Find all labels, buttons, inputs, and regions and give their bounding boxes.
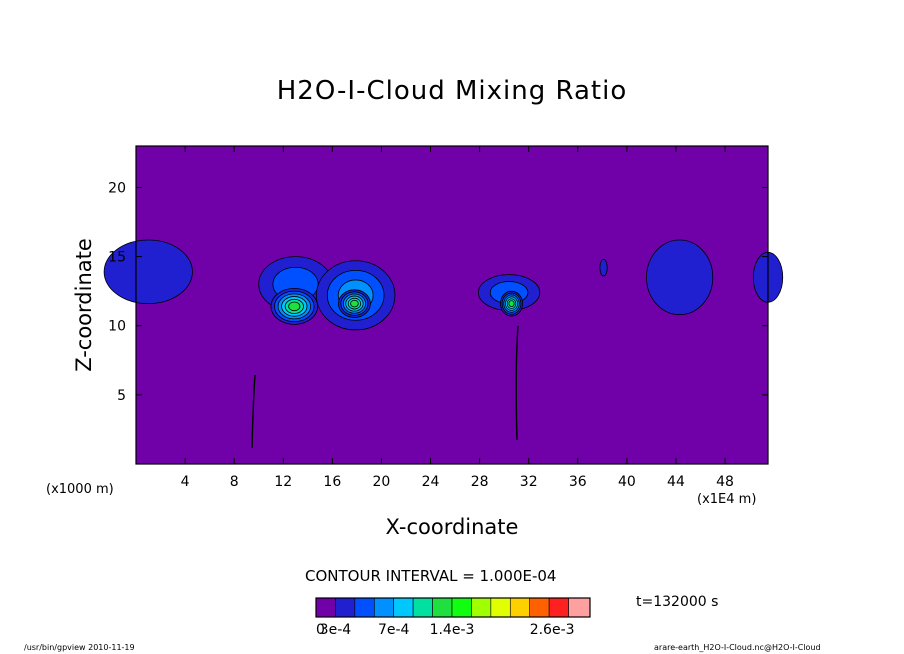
x-tick-label: 44 [667, 474, 685, 490]
contour-blob-right-1 [646, 239, 714, 316]
axis-ticks [136, 146, 768, 464]
colorbar-tick-label: 7e-4 [378, 622, 410, 638]
contour-cloud-b-core-6 [350, 299, 359, 308]
colorbar-swatch [509, 597, 531, 618]
colorbar-swatch [412, 597, 433, 618]
footer-right: arare-earth_H2O-I-Cloud.nc@H2O-I-Cloud [654, 643, 821, 652]
chart-title: H2O-I-Cloud Mixing Ratio [276, 76, 628, 106]
time-label: t=132000 s [636, 594, 719, 610]
colorbar-swatch [315, 597, 336, 618]
cloud-features [103, 239, 784, 331]
y-tick-label: 20 [108, 180, 126, 196]
colorbar-swatch [548, 597, 569, 618]
x-tick-label: 4 [181, 474, 190, 490]
x-tick-label: 40 [618, 474, 636, 490]
colorbar-tick-label: 1.4e-3 [430, 622, 475, 638]
contour-cloud-a-core-6 [288, 301, 301, 312]
colorbar-swatch [373, 597, 395, 618]
colorbar [315, 597, 591, 618]
colorbar-frame [315, 597, 591, 618]
colorbar-swatch [471, 597, 492, 618]
colorbar-swatch [451, 597, 472, 618]
colorbar-swatch [354, 597, 375, 618]
x-tick-label: 12 [274, 474, 292, 490]
x-tick-label: 48 [716, 474, 734, 490]
x-tick-label: 32 [520, 474, 538, 490]
contour-interval-label: CONTOUR INTERVAL = 1.000E-04 [305, 567, 557, 585]
contour-edge-left-1 [103, 239, 193, 305]
x-tick-label: 28 [471, 474, 489, 490]
filament-right [515, 325, 519, 441]
x-tick-label: 24 [422, 474, 440, 490]
colorbar-swatch [335, 597, 356, 618]
x-tick-label: 8 [230, 474, 239, 490]
cloud-filaments [251, 325, 519, 449]
colorbar-swatch [490, 597, 511, 618]
colorbar-tick-label: 2.6e-3 [530, 622, 575, 638]
colorbar-swatch [432, 597, 453, 618]
x-tick-label: 20 [373, 474, 391, 490]
footer-left: /usr/bin/gpview 2010-11-19 [24, 643, 135, 652]
contour-speck-1 [599, 258, 608, 277]
x-tick-label: 16 [323, 474, 341, 490]
x-tick-label: 36 [569, 474, 587, 490]
filament-left [251, 374, 256, 449]
x-axis-label: X-coordinate [385, 515, 519, 539]
colorbar-tick-label: 3e-4 [320, 622, 352, 638]
colorbar-swatch [568, 597, 591, 618]
colorbar-labels: 03e-4 7e-4 1.4e-3 2.6e-3 [316, 622, 575, 638]
colorbar-tick-label: 0 [316, 622, 325, 638]
y-tick-label: 15 [108, 250, 126, 266]
contour-cloud-c-core-6 [508, 300, 515, 308]
colorbar-swatch [529, 597, 550, 618]
y-axis-label: Z-coordinate [72, 238, 96, 372]
x-scale-label: (x1E4 m) [697, 492, 757, 507]
y-tick-label: 5 [117, 388, 126, 404]
y-tick-label: 10 [108, 319, 126, 335]
x-unit-label: (x1000 m) [46, 482, 114, 497]
colorbar-swatch [393, 597, 414, 618]
plot-frame [135, 145, 769, 465]
